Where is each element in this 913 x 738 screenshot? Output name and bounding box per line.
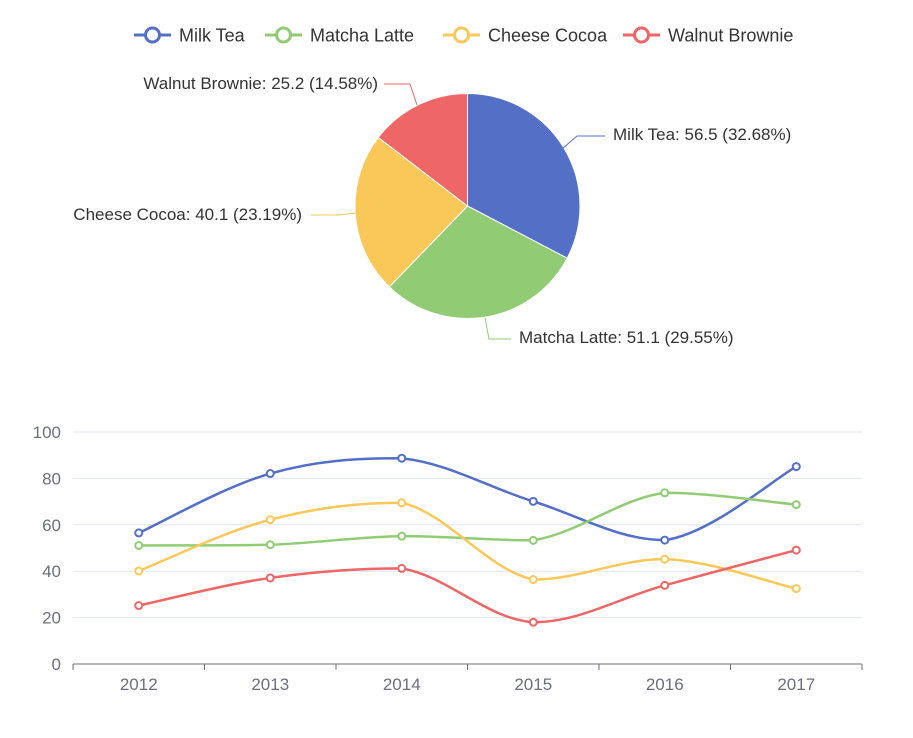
data-point-cheese-cocoa-2012[interactable] [134,566,144,576]
data-point-cheese-cocoa-2017[interactable] [791,584,801,594]
data-point-milk-tea-2015[interactable] [528,496,538,506]
x-tick-label-2012: 2012 [120,675,158,694]
pie-label-line-milk-tea [561,135,605,150]
x-tick-label-2016: 2016 [646,675,684,694]
pie-label-line-walnut-brownie [384,83,418,106]
legend-marker-walnut-brownie [633,26,650,44]
legend-item-walnut-brownie[interactable]: Walnut Brownie [623,26,793,46]
series-line-matcha-latte [138,491,797,547]
data-point-milk-tea-2017[interactable] [791,462,801,472]
legend-label-matcha-latte: Matcha Latte [310,26,414,46]
data-point-matcha-latte-2017[interactable] [791,500,801,510]
series-line-milk-tea [138,456,797,542]
series-cheese-cocoa [134,498,801,594]
x-tick-label-2014: 2014 [383,675,421,694]
data-point-walnut-brownie-2015[interactable] [528,617,538,627]
data-point-cheese-cocoa-2016[interactable] [660,554,670,564]
data-point-matcha-latte-2015[interactable] [528,535,538,545]
pie-label-matcha-latte: Matcha Latte: 51.1 (29.55%) [519,328,734,347]
x-tick-label-2013: 2013 [251,675,289,694]
legend: Milk Tea Matcha Latte Cheese Cocoa Walnut B… [134,26,793,46]
y-tick-label-0: 0 [52,655,61,674]
line-chart-grid [73,431,862,619]
data-point-milk-tea-2013[interactable] [265,469,275,479]
data-point-walnut-brownie-2016[interactable] [660,580,670,590]
data-point-matcha-latte-2014[interactable] [397,531,407,541]
pie-label-line-cheese-cocoa [311,212,357,216]
legend-marker-cheese-cocoa [453,26,470,44]
legend-label-cheese-cocoa: Cheese Cocoa [488,26,608,46]
legend-item-milk-tea[interactable]: Milk Tea [134,26,246,46]
series-milk-tea [134,453,801,545]
data-point-cheese-cocoa-2014[interactable] [397,498,407,508]
data-point-cheese-cocoa-2013[interactable] [265,515,275,525]
series-walnut-brownie [134,545,801,627]
legend-marker-matcha-latte [275,26,292,44]
y-tick-label-20: 20 [42,609,61,628]
data-point-matcha-latte-2013[interactable] [265,540,275,550]
pie-label-cheese-cocoa: Cheese Cocoa: 40.1 (23.19%) [73,205,302,224]
pie-slice-matcha-latte[interactable] [388,205,568,319]
legend-item-cheese-cocoa[interactable]: Cheese Cocoa [443,26,608,46]
series-line-walnut-brownie [138,548,797,624]
pie-label-line-matcha-latte [484,317,511,340]
data-point-walnut-brownie-2013[interactable] [265,573,275,583]
data-point-walnut-brownie-2017[interactable] [791,545,801,555]
data-point-matcha-latte-2012[interactable] [134,540,144,550]
line-chart-series [134,453,801,627]
y-tick-label-40: 40 [42,562,61,581]
data-point-matcha-latte-2016[interactable] [660,488,670,498]
series-matcha-latte [134,488,801,550]
y-tick-label-100: 100 [33,423,61,442]
y-tick-label-80: 80 [42,469,61,488]
x-tick-label-2015: 2015 [514,675,552,694]
data-point-milk-tea-2016[interactable] [660,535,670,545]
series-line-cheese-cocoa [138,501,797,590]
pie-slice-walnut-brownie[interactable] [377,92,468,208]
pie-label-walnut-brownie: Walnut Brownie: 25.2 (14.58%) [143,74,378,93]
y-tick-label-60: 60 [42,516,61,535]
data-point-cheese-cocoa-2015[interactable] [528,575,538,585]
legend-marker-milk-tea [144,26,161,44]
data-point-milk-tea-2012[interactable] [134,528,144,538]
pie-chart: Milk Tea: 56.5 (32.68%) Matcha Latte: 51.… [73,74,791,347]
legend-label-milk-tea: Milk Tea [179,26,246,46]
data-point-walnut-brownie-2012[interactable] [134,601,144,611]
pie-label-milk-tea: Milk Tea: 56.5 (32.68%) [613,125,791,144]
line-chart-axes: 0 20 40 60 80 100 2012 2013 2014 2015 2016 2017 [33,423,863,694]
legend-label-walnut-brownie: Walnut Brownie [668,26,793,46]
pie-slice-cheese-cocoa[interactable] [354,136,469,288]
data-point-walnut-brownie-2014[interactable] [397,563,407,573]
legend-item-matcha-latte[interactable]: Matcha Latte [265,26,414,46]
data-point-milk-tea-2014[interactable] [397,453,407,463]
x-tick-label-2017: 2017 [777,675,815,694]
